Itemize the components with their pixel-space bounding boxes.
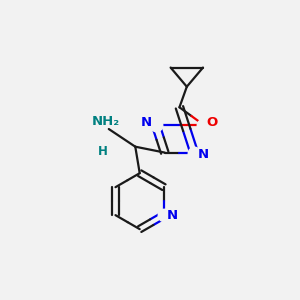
- Text: N: N: [198, 148, 209, 161]
- Text: O: O: [206, 116, 218, 129]
- Text: N: N: [167, 209, 178, 222]
- Text: N: N: [141, 116, 152, 129]
- Text: H: H: [98, 145, 108, 158]
- Text: NH₂: NH₂: [92, 115, 120, 128]
